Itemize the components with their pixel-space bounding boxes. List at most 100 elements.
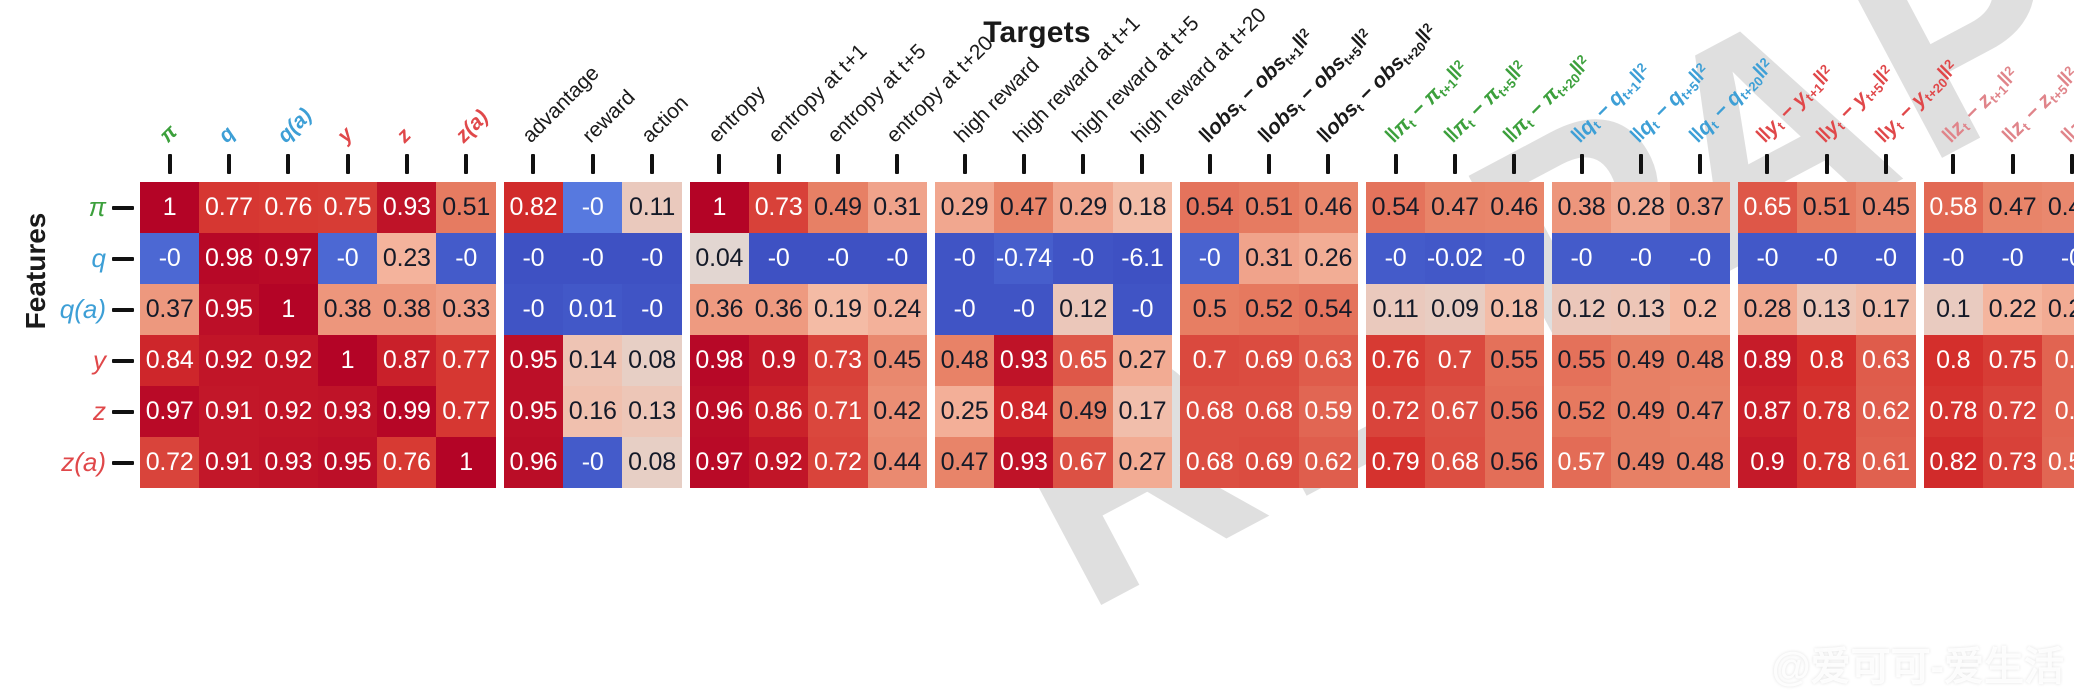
heatmap-cell: 0.69 [1239, 335, 1299, 386]
x-axis-title: Targets [983, 16, 1091, 49]
heatmap-cell: 0.62 [1298, 437, 1358, 488]
heatmap-cell: 0.93 [377, 182, 437, 233]
heatmap-cell: 0.49 [1611, 386, 1671, 437]
heatmap-cell: 1 [436, 437, 496, 488]
row-label-text: π [88, 192, 106, 222]
column-tick [1326, 154, 1331, 174]
heatmap-cell: 0.49 [1611, 437, 1671, 488]
column-tick [464, 154, 469, 174]
column-label: y [332, 122, 358, 148]
heatmap-row: 0.72 0.91 0.93 0.95 0.76 1 0.96 -0 0.08 0.97 0.92 0… [140, 437, 2074, 488]
heatmap-cell: -0 [503, 284, 564, 335]
column-label: q(a) [273, 103, 317, 148]
heatmap-cell: 0.13 [622, 386, 682, 437]
heatmap-cell: 0.63 [1856, 335, 1916, 386]
heatmap-cell: 0.98 [199, 233, 259, 284]
heatmap-cell: 0.12 [1551, 284, 1612, 335]
heatmap-cell: 0.97 [258, 233, 318, 284]
row-tick [112, 409, 134, 414]
column-header-area: π q q(a) y z z(a) advantage reward action entropy… [140, 0, 2074, 182]
heatmap-cell: 0.93 [258, 437, 318, 488]
heatmap-cell: 0.95 [317, 437, 378, 488]
row-label-0: π [0, 182, 140, 233]
heatmap-cell: 0.76 [377, 437, 437, 488]
column-tick [1267, 154, 1272, 174]
heatmap-cell: 0.45 [2042, 182, 2074, 233]
heatmap-cell: 0.72 [808, 437, 868, 488]
heatmap-cell: 0.09 [1425, 284, 1485, 335]
heatmap-cell: -0 [436, 233, 496, 284]
heatmap-cell: 0.33 [436, 284, 496, 335]
heatmap-cell: 0.17 [1112, 386, 1173, 437]
heatmap-cell: -0 [1797, 233, 1857, 284]
heatmap-cell: 0.75 [317, 182, 378, 233]
heatmap-cell: 0.38 [317, 284, 378, 335]
heatmap-cell: 0.68 [1180, 437, 1240, 488]
column-tick [531, 154, 536, 174]
column-tick [717, 154, 722, 174]
heatmap-cell: -0 [1484, 233, 1544, 284]
heatmap-cell: 0.36 [748, 284, 809, 335]
heatmap-cell: 0.7 [1425, 335, 1485, 386]
heatmap-cell: 0.51 [436, 182, 496, 233]
heatmap-cell: 0.61 [1856, 437, 1916, 488]
heatmap-cell: 0.76 [1365, 335, 1426, 386]
row-label-2: q(a) [0, 284, 140, 335]
row-tick [112, 307, 134, 312]
heatmap-cell: 0.67 [1053, 437, 1113, 488]
heatmap-cell: 0.22 [1982, 284, 2043, 335]
heatmap-cell: 0.62 [1856, 386, 1916, 437]
heatmap-cell: 0.86 [748, 386, 809, 437]
column-tick [962, 154, 967, 174]
heatmap-cell: -0 [2042, 233, 2074, 284]
heatmap-cell: 0.55 [1551, 335, 1612, 386]
row-label-text: q [91, 243, 106, 273]
heatmap-cell: 0.48 [1670, 437, 1730, 488]
heatmap-cell: 0.16 [563, 386, 623, 437]
heatmap-cell: 0.48 [934, 335, 995, 386]
heatmap-cell: -0 [867, 233, 927, 284]
heatmap-cell: 0.28 [1611, 182, 1671, 233]
heatmap-cell: 0.38 [1551, 182, 1612, 233]
heatmap-cell: 0.45 [1856, 182, 1916, 233]
heatmap-cell: 0.46 [1484, 182, 1544, 233]
heatmap-cell: 0.8 [1923, 335, 1983, 386]
column-label: π [154, 120, 182, 148]
heatmap-cell: 0.47 [994, 182, 1054, 233]
heatmap-cell: 0.68 [1239, 386, 1299, 437]
heatmap-cell: 0.27 [1112, 335, 1173, 386]
heatmap-cell: 0.57 [1551, 437, 1612, 488]
heatmap-cell: 0.45 [867, 335, 927, 386]
column-tick [1884, 154, 1889, 174]
column-tick [404, 154, 409, 174]
heatmap-cell: 0.82 [503, 182, 564, 233]
heatmap-cell: 0.11 [1365, 284, 1426, 335]
heatmap-cell: -0 [563, 233, 623, 284]
row-tick [112, 205, 134, 210]
heatmap-cell: 0.56 [1484, 437, 1544, 488]
heatmap-cell: 0.91 [199, 437, 259, 488]
heatmap-cell: 0.73 [1982, 437, 2043, 488]
column-tick [1951, 154, 1956, 174]
heatmap-cell: 0.12 [1053, 284, 1113, 335]
heatmap-cell: 0.95 [503, 386, 564, 437]
heatmap-cell: 0.23 [377, 233, 437, 284]
heatmap-cell: 0.51 [1797, 182, 1857, 233]
heatmap-cell: 0.93 [994, 335, 1054, 386]
heatmap-cell: 0.84 [994, 386, 1054, 437]
heatmap-cell: 0.44 [867, 437, 927, 488]
heatmap-cell: 0.76 [258, 182, 318, 233]
heatmap-cell: 0.49 [1053, 386, 1113, 437]
heatmap-cell: 0.72 [140, 437, 200, 488]
column-tick [1140, 154, 1145, 174]
heatmap-cell: -0 [1180, 233, 1240, 284]
heatmap-row: 0.84 0.92 0.92 1 0.87 0.77 0.95 0.14 0.08 0.98 0.9… [140, 335, 2074, 386]
heatmap-cell: 0.31 [867, 182, 927, 233]
heatmap-cell: 0.97 [140, 386, 200, 437]
heatmap-cell: 0.8 [1797, 335, 1857, 386]
heatmap-cell: 0.28 [1737, 284, 1798, 335]
heatmap-cell: 0.71 [808, 386, 868, 437]
row-label-3: y [0, 335, 140, 386]
column-tick [345, 154, 350, 174]
heatmap-cell: 0.95 [199, 284, 259, 335]
